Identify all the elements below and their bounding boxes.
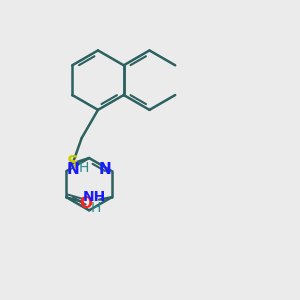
Text: S: S	[67, 154, 79, 172]
Text: N: N	[67, 162, 79, 177]
Text: H: H	[90, 201, 100, 215]
Text: N: N	[99, 162, 112, 177]
Text: NH: NH	[82, 190, 106, 204]
Text: H: H	[79, 160, 89, 175]
Text: O: O	[79, 196, 92, 211]
